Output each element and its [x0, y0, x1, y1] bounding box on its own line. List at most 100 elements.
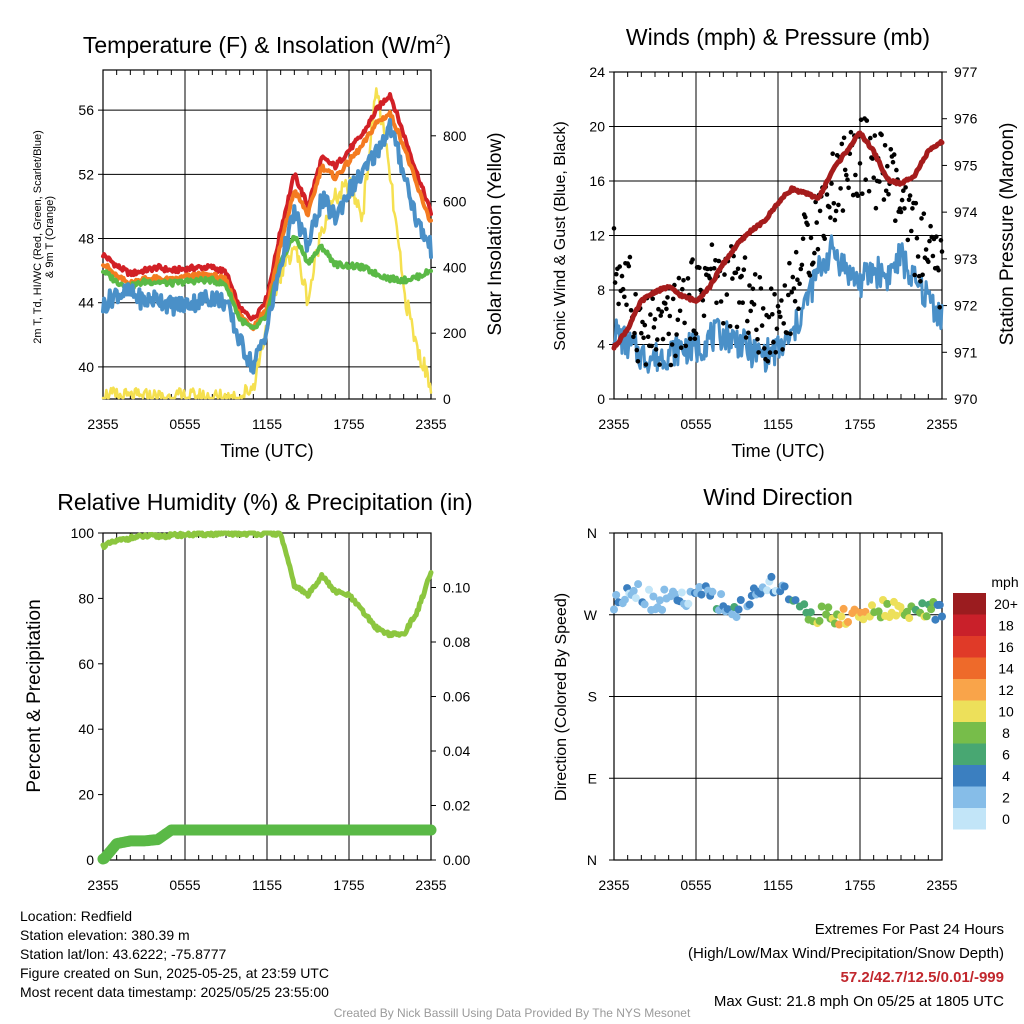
gust-point: [793, 249, 799, 255]
gust-point: [663, 301, 668, 306]
winddir-y-tick-label: S: [588, 689, 597, 705]
winddir-point: [732, 613, 741, 622]
gust-point: [934, 234, 939, 239]
speed-legend-label: 18: [998, 618, 1014, 634]
winddir-x-tick-label: 2355: [926, 877, 957, 893]
temp-x-axis-label: Time (UTC): [220, 441, 313, 461]
winddir-point: [780, 582, 789, 591]
gust-point: [927, 238, 932, 244]
gust-point: [805, 222, 810, 228]
gust-point: [739, 273, 744, 279]
gust-point: [939, 249, 945, 254]
gust-point: [780, 347, 785, 352]
gust-point: [678, 345, 684, 351]
gust-point: [891, 152, 897, 157]
gust-point: [781, 321, 786, 326]
rh-x-tick-label: 1155: [252, 877, 282, 893]
credit-text: Created By Nick Bassill Using Data Provi…: [333, 1006, 691, 1020]
gust-point: [641, 335, 646, 341]
gust-point: [877, 179, 882, 184]
rh-y2-tick-label: 0.02: [443, 798, 470, 814]
winds-y2-tick-label: 975: [954, 157, 978, 173]
gust-point: [634, 347, 640, 353]
winddir-point: [677, 588, 686, 597]
gust-point: [791, 286, 797, 291]
winddir-point: [631, 594, 640, 603]
winds-x-tick-label: 2355: [926, 416, 957, 432]
gust-point: [711, 266, 717, 271]
gust-point: [866, 188, 872, 194]
winddir-point: [835, 620, 844, 629]
gust-point: [765, 358, 771, 364]
winddir-point: [892, 611, 901, 620]
gust-point: [657, 362, 662, 367]
winddir-y-tick-label: W: [584, 607, 598, 623]
temp-y-tick-label: 56: [78, 102, 94, 118]
winds-y2-tick-label: 972: [954, 298, 978, 314]
gust-point: [898, 209, 904, 215]
gust-point: [937, 305, 942, 310]
speed-legend-label: 14: [998, 661, 1014, 677]
gust-point: [751, 302, 757, 307]
gust-point: [612, 280, 618, 285]
gust-point: [754, 327, 759, 333]
gust-point: [747, 283, 752, 288]
gust-point: [936, 267, 941, 273]
gust-point: [829, 181, 834, 186]
gust-point: [757, 275, 763, 280]
rh-y-tick-label: 40: [78, 721, 94, 737]
rh-y2-tick-label: 0.00: [443, 852, 470, 868]
extremes-info: Extremes For Past 24 Hours (High/Low/Max…: [688, 918, 1004, 1014]
created-text: Figure created on Sun, 2025-05-25, at 23…: [20, 965, 329, 981]
gust-point: [813, 199, 818, 205]
gust-point: [831, 201, 837, 206]
gust-point: [652, 317, 658, 322]
gust-point: [930, 253, 936, 259]
winds-x-tick-label: 1755: [844, 416, 875, 432]
rh-y2-tick-label: 0.06: [443, 689, 470, 705]
gust-point: [836, 202, 841, 208]
rh-y2-tick-label: 0.04: [443, 743, 470, 759]
gust-point: [626, 263, 632, 269]
winddir-border: [613, 532, 943, 861]
rh-chart-title: Relative Humidity (%) & Precipitation (i…: [57, 489, 472, 515]
gust-point: [737, 300, 742, 305]
winds-y2-tick-label: 976: [954, 111, 978, 127]
gust-point: [863, 177, 868, 182]
gust-point: [667, 313, 673, 319]
gust-point: [735, 266, 741, 272]
winddir-point: [817, 602, 826, 611]
gust-point: [616, 301, 621, 307]
winds-y-tick-label: 16: [589, 173, 605, 189]
speed-legend-swatch: [953, 614, 986, 636]
gust-point: [886, 192, 891, 197]
gust-point: [830, 151, 835, 156]
gust-point: [799, 262, 805, 268]
gust-point: [760, 306, 766, 311]
winds-y2-tick-label: 971: [954, 344, 978, 360]
gust-point: [649, 343, 654, 349]
gust-point: [692, 336, 698, 342]
winddir-y-tick-label: E: [588, 770, 597, 786]
gust-point: [848, 129, 854, 135]
gust-point: [755, 337, 760, 342]
speed-legend-label: 20+: [994, 596, 1018, 612]
winddir-point: [612, 591, 621, 599]
gust-point: [682, 320, 687, 326]
speed-legend-label: 0: [1002, 811, 1010, 827]
winds-y2-tick-label: 973: [954, 251, 978, 267]
gust-point: [697, 265, 702, 271]
gust-point: [673, 353, 678, 359]
winds-y-tick-label: 24: [589, 64, 605, 80]
winddir-point: [658, 605, 667, 614]
temp-y-tick-label: 48: [78, 231, 94, 247]
gust-point: [828, 215, 833, 220]
gust-point: [918, 279, 923, 284]
gust-point: [716, 258, 722, 264]
winddir-point: [938, 612, 946, 621]
rh-x-tick-label: 2355: [415, 877, 446, 893]
gust-point: [868, 135, 873, 141]
winds-x-tick-label: 2355: [598, 416, 629, 432]
winddir-point: [935, 600, 944, 609]
temp-y-tick-label: 52: [78, 166, 94, 182]
